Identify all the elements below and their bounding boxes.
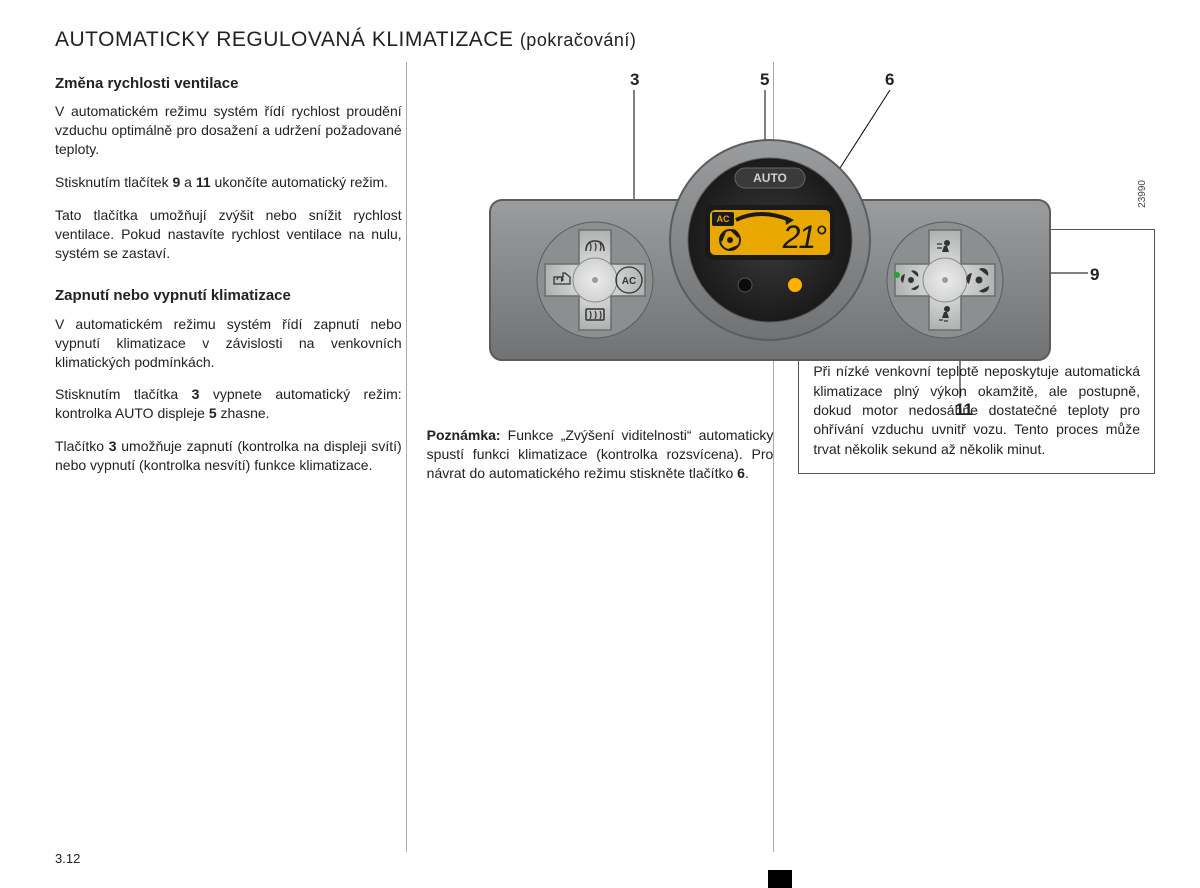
para-1: V automatickém režimu systém řídí rychlo… (55, 102, 402, 159)
column-1: Změna rychlosti ventilace V automatickém… (55, 68, 402, 489)
column-divider (406, 62, 407, 852)
heading-ac-onoff: Zapnutí nebo vypnutí klimatizace (55, 286, 402, 306)
svg-text:21°: 21° (782, 219, 828, 255)
para-3: Tato tlačítka umožňují zvýšit nebo sníži… (55, 206, 402, 263)
svg-text:AC: AC (717, 214, 730, 224)
climate-panel: AUTO AC 21° (480, 130, 1060, 390)
page-title: AUTOMATICKY REGULOVANÁ KLIMATIZACE (pokr… (55, 28, 1145, 52)
climate-panel-figure: 3 5 6 9 11 23990 (430, 70, 1140, 410)
para-4: V automatickém režimu systém řídí zapnut… (55, 315, 402, 372)
page-title-main: AUTOMATICKY REGULOVANÁ KLIMATIZACE (55, 28, 520, 51)
note: Poznámka: Funkce „Zvýšení viditelnosti“ … (427, 426, 774, 483)
left-cluster: AC (537, 222, 653, 338)
svg-text:AC: AC (622, 276, 636, 287)
led-off (738, 278, 752, 292)
para-5: Stisknutím tlačítka 3 vypnete automatick… (55, 385, 402, 423)
heading-fan-speed: Změna rychlosti ventilace (55, 74, 402, 94)
page-number: 3.12 (55, 851, 80, 866)
right-cluster (887, 222, 1003, 338)
display-screen: AC 21° (705, 205, 835, 260)
led-green (894, 272, 900, 278)
bottom-tab (768, 870, 792, 888)
para-2: Stisknutím tlačítek 9 a 11 ukončíte auto… (55, 173, 402, 192)
auto-label: AUTO (753, 171, 787, 185)
page-title-cont: (pokračování) (520, 30, 637, 50)
led-amber (788, 278, 802, 292)
para-6: Tlačítko 3 umožňuje zapnutí (kontrolka n… (55, 437, 402, 475)
